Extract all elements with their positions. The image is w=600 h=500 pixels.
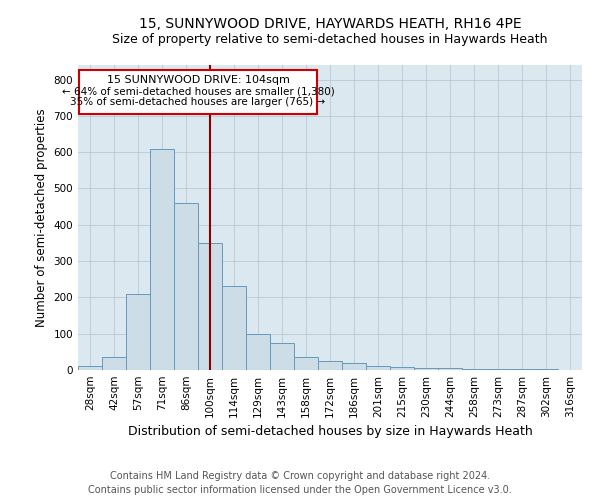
Text: Contains HM Land Registry data © Crown copyright and database right 2024.
Contai: Contains HM Land Registry data © Crown c… [88,471,512,495]
Bar [174,203,198,370]
Bar [294,358,318,370]
Bar [198,243,222,370]
Bar [390,367,414,370]
Bar [438,368,462,370]
Text: ← 64% of semi-detached houses are smaller (1,380): ← 64% of semi-detached houses are smalle… [62,86,334,97]
Bar [462,368,486,370]
Bar [246,334,270,370]
Text: 15, SUNNYWOOD DRIVE, HAYWARDS HEATH, RH16 4PE: 15, SUNNYWOOD DRIVE, HAYWARDS HEATH, RH1… [139,18,521,32]
Bar [78,366,102,370]
Bar [414,368,438,370]
Text: 35% of semi-detached houses are larger (765) →: 35% of semi-detached houses are larger (… [70,96,326,106]
Bar [102,358,126,370]
FancyBboxPatch shape [79,70,317,114]
Bar [342,362,366,370]
Bar [270,343,294,370]
X-axis label: Distribution of semi-detached houses by size in Haywards Heath: Distribution of semi-detached houses by … [128,426,532,438]
Text: 15 SUNNYWOOD DRIVE: 104sqm: 15 SUNNYWOOD DRIVE: 104sqm [107,75,289,85]
Bar [222,286,246,370]
Bar [126,294,150,370]
Bar [150,148,174,370]
Bar [318,361,342,370]
Bar [486,369,510,370]
Y-axis label: Number of semi-detached properties: Number of semi-detached properties [35,108,48,327]
Bar [366,366,390,370]
Text: Size of property relative to semi-detached houses in Haywards Heath: Size of property relative to semi-detach… [112,32,548,46]
